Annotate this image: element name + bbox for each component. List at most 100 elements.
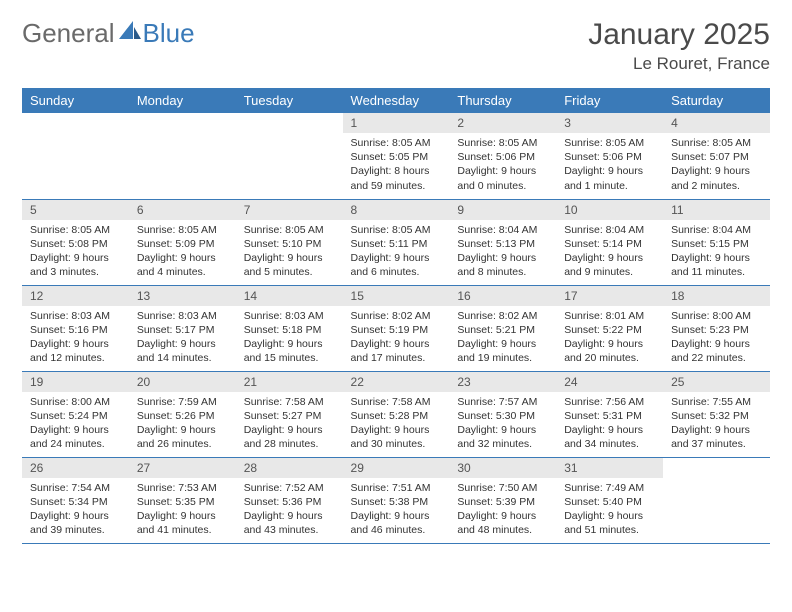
sunrise-text: Sunrise: 8:05 AM [137, 223, 228, 237]
sunrise-text: Sunrise: 8:01 AM [564, 309, 655, 323]
daylight-text: Daylight: 9 hours [564, 251, 655, 265]
sunset-text: Sunset: 5:17 PM [137, 323, 228, 337]
sunset-text: Sunset: 5:23 PM [671, 323, 762, 337]
calendar-empty-cell [22, 113, 129, 199]
calendar-day-cell: 24Sunrise: 7:56 AMSunset: 5:31 PMDayligh… [556, 371, 663, 457]
day-content: Sunrise: 7:51 AMSunset: 5:38 PMDaylight:… [343, 478, 450, 541]
sunrise-text: Sunrise: 7:58 AM [351, 395, 442, 409]
logo-text-general: General [22, 18, 115, 49]
sunset-text: Sunset: 5:14 PM [564, 237, 655, 251]
day-number: 14 [236, 286, 343, 306]
daylight-text: and 15 minutes. [244, 351, 335, 365]
daylight-text: and 4 minutes. [137, 265, 228, 279]
daylight-text: and 6 minutes. [351, 265, 442, 279]
sunrise-text: Sunrise: 7:49 AM [564, 481, 655, 495]
sunset-text: Sunset: 5:09 PM [137, 237, 228, 251]
sunrise-text: Sunrise: 8:03 AM [137, 309, 228, 323]
daylight-text: and 59 minutes. [351, 179, 442, 193]
day-content: Sunrise: 8:03 AMSunset: 5:17 PMDaylight:… [129, 306, 236, 369]
calendar-empty-cell [663, 457, 770, 543]
weekday-header: Tuesday [236, 88, 343, 113]
calendar-day-cell: 5Sunrise: 8:05 AMSunset: 5:08 PMDaylight… [22, 199, 129, 285]
daylight-text: Daylight: 9 hours [564, 509, 655, 523]
day-number: 31 [556, 458, 663, 478]
calendar-day-cell: 23Sunrise: 7:57 AMSunset: 5:30 PMDayligh… [449, 371, 556, 457]
day-content: Sunrise: 7:59 AMSunset: 5:26 PMDaylight:… [129, 392, 236, 455]
calendar-day-cell: 20Sunrise: 7:59 AMSunset: 5:26 PMDayligh… [129, 371, 236, 457]
day-content: Sunrise: 7:56 AMSunset: 5:31 PMDaylight:… [556, 392, 663, 455]
calendar-table: SundayMondayTuesdayWednesdayThursdayFrid… [22, 88, 770, 544]
sunrise-text: Sunrise: 7:59 AM [137, 395, 228, 409]
daylight-text: and 24 minutes. [30, 437, 121, 451]
sunrise-text: Sunrise: 7:51 AM [351, 481, 442, 495]
sunrise-text: Sunrise: 8:00 AM [671, 309, 762, 323]
sunset-text: Sunset: 5:24 PM [30, 409, 121, 423]
day-number: 22 [343, 372, 450, 392]
daylight-text: and 28 minutes. [244, 437, 335, 451]
day-content: Sunrise: 7:53 AMSunset: 5:35 PMDaylight:… [129, 478, 236, 541]
day-number: 5 [22, 200, 129, 220]
sunset-text: Sunset: 5:05 PM [351, 150, 442, 164]
daylight-text: and 19 minutes. [457, 351, 548, 365]
day-number: 21 [236, 372, 343, 392]
weekday-header: Monday [129, 88, 236, 113]
calendar-day-cell: 19Sunrise: 8:00 AMSunset: 5:24 PMDayligh… [22, 371, 129, 457]
daylight-text: and 14 minutes. [137, 351, 228, 365]
calendar-day-cell: 27Sunrise: 7:53 AMSunset: 5:35 PMDayligh… [129, 457, 236, 543]
sunset-text: Sunset: 5:35 PM [137, 495, 228, 509]
day-content: Sunrise: 8:05 AMSunset: 5:10 PMDaylight:… [236, 220, 343, 283]
calendar-day-cell: 8Sunrise: 8:05 AMSunset: 5:11 PMDaylight… [343, 199, 450, 285]
day-number: 2 [449, 113, 556, 133]
daylight-text: Daylight: 9 hours [137, 509, 228, 523]
day-number: 19 [22, 372, 129, 392]
day-number: 11 [663, 200, 770, 220]
day-number: 17 [556, 286, 663, 306]
day-content: Sunrise: 8:04 AMSunset: 5:15 PMDaylight:… [663, 220, 770, 283]
daylight-text: and 12 minutes. [30, 351, 121, 365]
sunset-text: Sunset: 5:39 PM [457, 495, 548, 509]
daylight-text: Daylight: 9 hours [351, 251, 442, 265]
daylight-text: Daylight: 9 hours [351, 337, 442, 351]
sunrise-text: Sunrise: 8:04 AM [671, 223, 762, 237]
daylight-text: Daylight: 9 hours [244, 337, 335, 351]
daylight-text: and 46 minutes. [351, 523, 442, 537]
daylight-text: Daylight: 9 hours [457, 337, 548, 351]
daylight-text: Daylight: 9 hours [671, 337, 762, 351]
day-content: Sunrise: 8:00 AMSunset: 5:24 PMDaylight:… [22, 392, 129, 455]
day-content: Sunrise: 7:54 AMSunset: 5:34 PMDaylight:… [22, 478, 129, 541]
daylight-text: and 41 minutes. [137, 523, 228, 537]
sunset-text: Sunset: 5:21 PM [457, 323, 548, 337]
calendar-day-cell: 31Sunrise: 7:49 AMSunset: 5:40 PMDayligh… [556, 457, 663, 543]
day-content: Sunrise: 8:04 AMSunset: 5:14 PMDaylight:… [556, 220, 663, 283]
day-number: 28 [236, 458, 343, 478]
sunrise-text: Sunrise: 8:05 AM [351, 223, 442, 237]
daylight-text: and 30 minutes. [351, 437, 442, 451]
calendar-day-cell: 12Sunrise: 8:03 AMSunset: 5:16 PMDayligh… [22, 285, 129, 371]
calendar-page: General Blue January 2025 Le Rouret, Fra… [0, 0, 792, 562]
sunset-text: Sunset: 5:11 PM [351, 237, 442, 251]
day-number: 26 [22, 458, 129, 478]
sunrise-text: Sunrise: 8:02 AM [457, 309, 548, 323]
sunrise-text: Sunrise: 7:52 AM [244, 481, 335, 495]
calendar-thead: SundayMondayTuesdayWednesdayThursdayFrid… [22, 88, 770, 113]
calendar-day-cell: 2Sunrise: 8:05 AMSunset: 5:06 PMDaylight… [449, 113, 556, 199]
sunset-text: Sunset: 5:19 PM [351, 323, 442, 337]
sunrise-text: Sunrise: 8:00 AM [30, 395, 121, 409]
calendar-day-cell: 16Sunrise: 8:02 AMSunset: 5:21 PMDayligh… [449, 285, 556, 371]
sunset-text: Sunset: 5:26 PM [137, 409, 228, 423]
daylight-text: Daylight: 9 hours [244, 251, 335, 265]
sunset-text: Sunset: 5:31 PM [564, 409, 655, 423]
day-number: 30 [449, 458, 556, 478]
sunset-text: Sunset: 5:30 PM [457, 409, 548, 423]
sunset-text: Sunset: 5:06 PM [564, 150, 655, 164]
day-content: Sunrise: 8:00 AMSunset: 5:23 PMDaylight:… [663, 306, 770, 369]
daylight-text: and 8 minutes. [457, 265, 548, 279]
day-content: Sunrise: 8:05 AMSunset: 5:09 PMDaylight:… [129, 220, 236, 283]
daylight-text: and 3 minutes. [30, 265, 121, 279]
calendar-empty-cell [129, 113, 236, 199]
sunset-text: Sunset: 5:06 PM [457, 150, 548, 164]
calendar-week-row: 19Sunrise: 8:00 AMSunset: 5:24 PMDayligh… [22, 371, 770, 457]
sunset-text: Sunset: 5:32 PM [671, 409, 762, 423]
daylight-text: and 48 minutes. [457, 523, 548, 537]
sunset-text: Sunset: 5:13 PM [457, 237, 548, 251]
